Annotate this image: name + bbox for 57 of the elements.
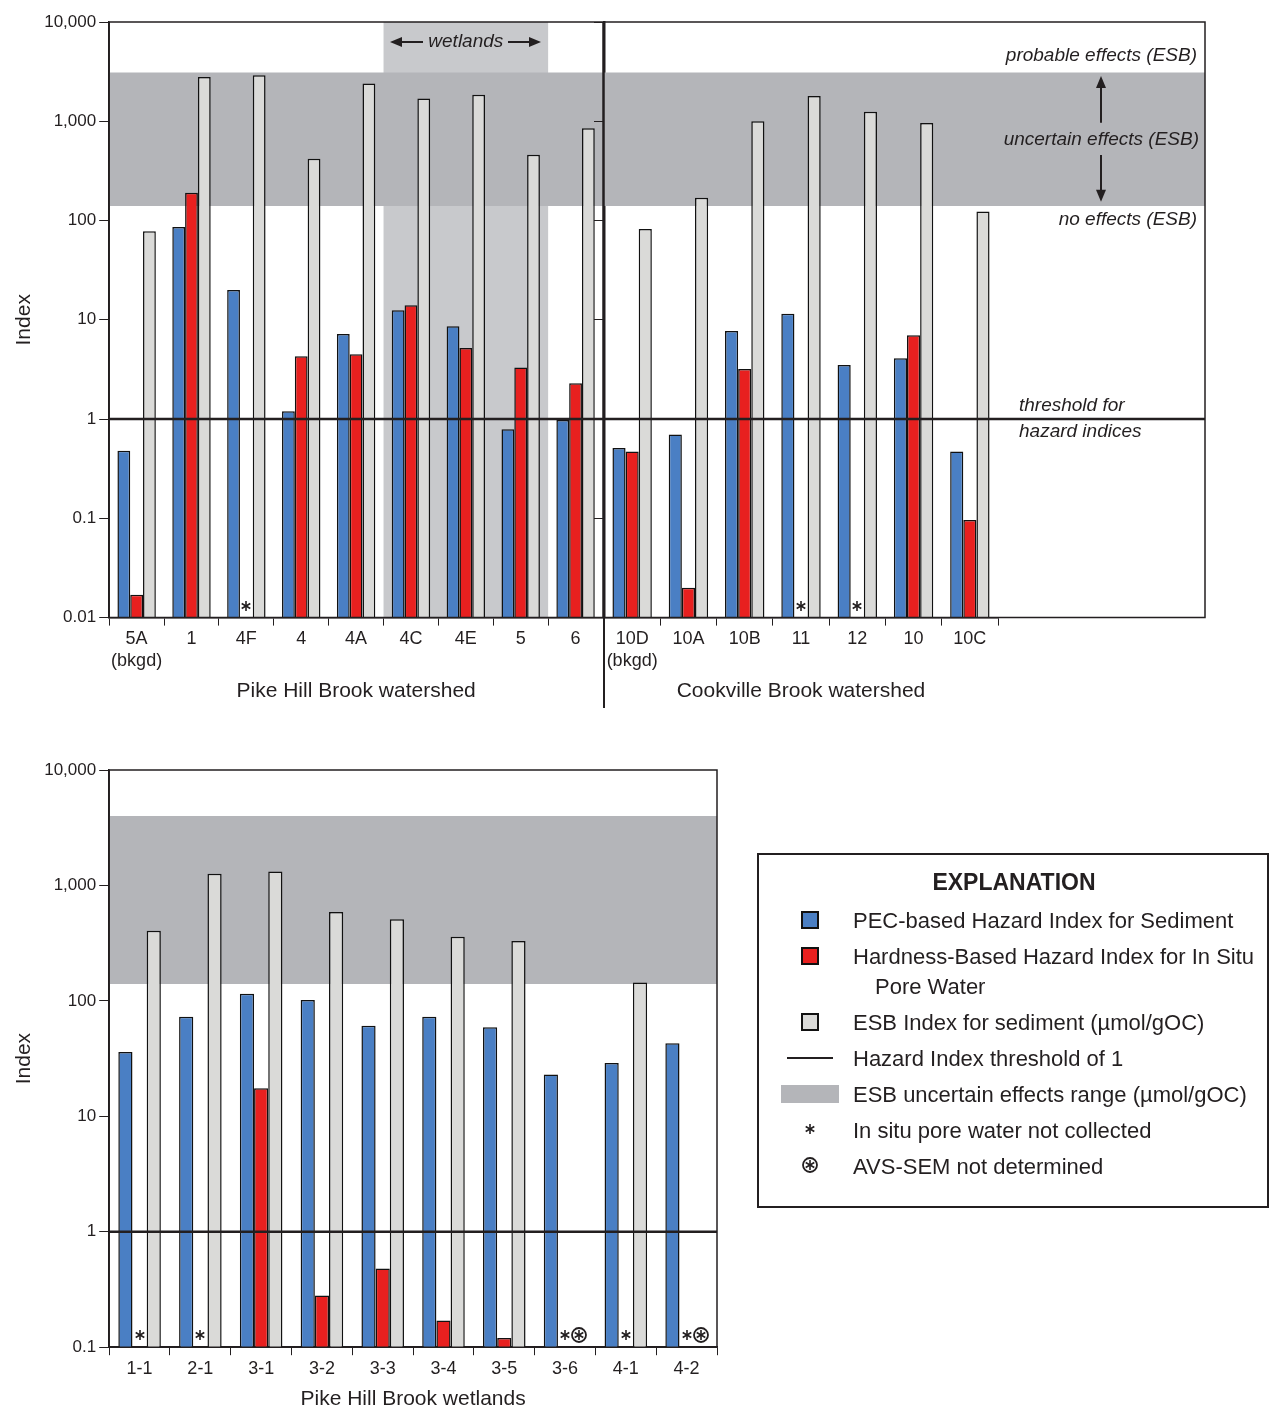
- x-tick-label: 10C: [953, 628, 987, 649]
- y-tick-label: 10: [77, 309, 97, 329]
- x-tick-label: 2-1: [187, 1357, 214, 1378]
- y-axis-title: Index: [11, 293, 35, 346]
- x-tick-label: 11: [791, 628, 811, 649]
- x-axis-title: Cookville Brook watershed: [676, 678, 926, 702]
- legend-title: EXPLANATION: [931, 869, 1097, 896]
- x-tick-label: 10B: [728, 628, 761, 649]
- x-tick-label: 4F: [235, 628, 257, 649]
- x-tick-label: 3-5: [491, 1357, 518, 1378]
- x-tick-label: 1: [186, 628, 197, 649]
- y-tick-label: 0.1: [72, 508, 97, 528]
- x-tick-label: 5A (bkgd): [111, 628, 163, 670]
- y-tick-label: 10,000: [44, 11, 97, 31]
- x-tick-label: 4C: [399, 628, 423, 649]
- y-tick-label: 100: [67, 990, 97, 1010]
- x-axis-title: Pike Hill Brook watershed: [236, 678, 476, 702]
- ref-line-label: threshold for hazard indices: [1019, 394, 1143, 442]
- y-tick-label: 0.1: [72, 1336, 97, 1356]
- text: no effects (ESB): [1058, 208, 1197, 230]
- y-tick-label: 10,000: [44, 759, 97, 779]
- x-axis-title: Pike Hill Brook wetlands: [300, 1386, 526, 1410]
- x-tick-label: 5: [515, 628, 526, 649]
- x-tick-label: 4E: [454, 628, 477, 649]
- x-tick-label: 3-3: [369, 1357, 396, 1378]
- text: AVS-SEM not determined: [853, 1153, 1104, 1181]
- band-label: uncertain effects (ESB): [1003, 127, 1199, 149]
- x-tick-label: 4: [296, 628, 307, 649]
- x-tick-label: 10A: [672, 628, 705, 649]
- x-tick-label: 3-4: [430, 1357, 457, 1378]
- x-tick-label: 1-1: [126, 1357, 153, 1378]
- x-tick-label: 4-1: [612, 1357, 639, 1378]
- y-tick-label: 10: [77, 1106, 97, 1126]
- x-tick-label: 4A: [345, 628, 368, 649]
- y-tick-label: 100: [67, 210, 97, 230]
- x-tick-label: 4-2: [673, 1357, 700, 1378]
- x-tick-label: 10: [903, 628, 924, 649]
- x-tick-label: 6: [570, 628, 581, 649]
- x-tick-label: 10D (bkgd): [606, 628, 658, 670]
- legend-label: PEC-based Hazard Index for Sediment: [853, 907, 1234, 935]
- x-tick-label: 12: [847, 628, 868, 649]
- y-tick-label: 1,000: [53, 875, 97, 895]
- legend-label: ESB Index for sediment (µmol/gOC): [853, 1009, 1205, 1037]
- x-tick-label: 3-2: [308, 1357, 335, 1378]
- legend-label: Hardness-Based Hazard Index for In Situ Pore Water: [853, 943, 1256, 1001]
- y-tick-label: 1,000: [53, 110, 97, 130]
- y-tick-label: 1: [86, 1221, 97, 1241]
- x-tick-label: 3-1: [248, 1357, 275, 1378]
- band-label: wetlands: [428, 30, 504, 52]
- y-tick-label: 1: [86, 408, 97, 428]
- y-tick-label: 0.01: [63, 607, 97, 627]
- y-axis-title: Index: [11, 1032, 35, 1085]
- text: probable effects (ESB): [1004, 43, 1197, 65]
- legend-label: Hazard Index threshold of 1: [853, 1045, 1124, 1073]
- legend-label: ESB uncertain effects range (µmol/gOC): [853, 1081, 1247, 1109]
- x-tick-label: 3-6: [552, 1357, 579, 1378]
- text: In situ pore water not collected: [853, 1117, 1152, 1145]
